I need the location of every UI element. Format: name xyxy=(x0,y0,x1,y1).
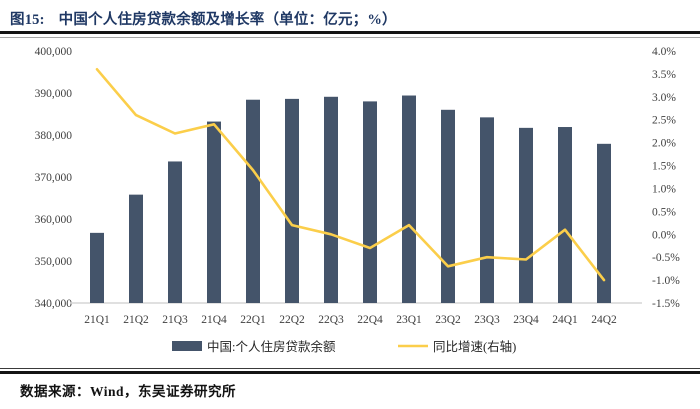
right-axis-tick: 2.0% xyxy=(652,138,676,150)
title-divider-thin-line xyxy=(0,37,700,38)
left-axis-tick: 370,000 xyxy=(35,172,73,184)
bar xyxy=(402,95,416,303)
bar xyxy=(168,161,182,303)
legend-bar-swatch xyxy=(172,341,202,351)
bar xyxy=(129,194,143,303)
figure-title: 图15: 中国个人住房贷款余额及增长率（单位：亿元；%） xyxy=(0,0,700,31)
x-axis-label: 22Q2 xyxy=(279,314,305,326)
bar xyxy=(441,109,455,303)
right-axis-tick: 1.0% xyxy=(652,183,676,195)
footer-divider xyxy=(0,368,700,374)
legend-line-label: 同比增速(右轴) xyxy=(433,339,516,354)
x-axis-label: 23Q2 xyxy=(435,314,461,326)
bar xyxy=(519,127,533,303)
bar-series xyxy=(90,95,611,304)
x-axis-label: 22Q3 xyxy=(318,314,344,326)
right-axis-tick: -1.0% xyxy=(652,275,680,287)
right-axis-tick: -1.5% xyxy=(652,298,680,310)
right-axis-tick: 1.5% xyxy=(652,161,676,173)
bar xyxy=(558,127,572,304)
x-axis-label: 23Q3 xyxy=(474,314,500,326)
left-axis-tick: 400,000 xyxy=(35,46,73,58)
footer-divider-thin-line xyxy=(0,368,700,369)
x-axis-label: 24Q2 xyxy=(591,314,617,326)
bar xyxy=(597,143,611,303)
bar xyxy=(246,99,260,303)
left-axis-tick: 380,000 xyxy=(35,130,73,142)
figure-title-text: 中国个人住房贷款余额及增长率（单位：亿元；%） xyxy=(58,12,397,28)
left-axis: 400,000 390,000 380,000 370,000 360,000 350,0… xyxy=(35,46,73,310)
right-axis-tick: -0.5% xyxy=(652,252,680,264)
legend-bar-label: 中国:个人住房贷款余额 xyxy=(207,339,336,354)
right-axis-tick: 3.5% xyxy=(652,69,676,81)
x-axis-label: 21Q3 xyxy=(162,314,188,326)
bar xyxy=(480,117,494,303)
right-axis-tick: 3.0% xyxy=(652,92,676,104)
x-axis-label: 22Q1 xyxy=(240,314,266,326)
chart-area: 400,000 390,000 380,000 370,000 360,000 350,0… xyxy=(0,38,700,368)
dual-axis-bar-line-chart: 400,000 390,000 380,000 370,000 360,000 350,0… xyxy=(35,46,681,354)
x-axis-label: 21Q2 xyxy=(123,314,149,326)
left-axis-tick: 350,000 xyxy=(35,256,73,268)
bar xyxy=(207,121,221,303)
footer-divider-thick-line xyxy=(0,371,700,374)
x-axis-label: 23Q4 xyxy=(513,314,539,326)
x-axis: 21Q1 21Q2 21Q3 21Q4 22Q1 22Q2 22Q3 22Q4 23Q1 23Q2… xyxy=(84,314,617,326)
source-note: 数据来源：Wind，东吴证券研究所 xyxy=(20,384,237,399)
right-axis-tick: 0.0% xyxy=(652,229,676,241)
bar xyxy=(324,96,338,303)
x-axis-label: 24Q1 xyxy=(552,314,578,326)
title-divider-thick-line xyxy=(0,31,700,34)
left-axis-tick: 340,000 xyxy=(35,298,73,310)
left-axis-tick: 360,000 xyxy=(35,214,73,226)
right-axis: 4.0% 3.5% 3.0% 2.5% 2.0% 1.5% 1.0% 0.5% 0.0% -0.5… xyxy=(652,46,680,310)
left-axis-tick: 390,000 xyxy=(35,88,73,100)
bar xyxy=(363,101,377,304)
x-axis-label: 21Q4 xyxy=(201,314,227,326)
bar xyxy=(90,232,104,303)
right-axis-tick: 4.0% xyxy=(652,46,676,58)
legend: 中国:个人住房贷款余额 同比增速(右轴) xyxy=(172,339,516,354)
right-axis-tick: 2.5% xyxy=(652,115,676,127)
figure-number: 图15: xyxy=(10,12,45,28)
right-axis-tick: 0.5% xyxy=(652,206,676,218)
x-axis-label: 22Q4 xyxy=(357,314,383,326)
bar xyxy=(285,98,299,303)
line-series xyxy=(95,67,606,282)
x-axis-label: 23Q1 xyxy=(396,314,422,326)
title-divider xyxy=(0,31,700,38)
x-axis-label: 21Q1 xyxy=(84,314,110,326)
